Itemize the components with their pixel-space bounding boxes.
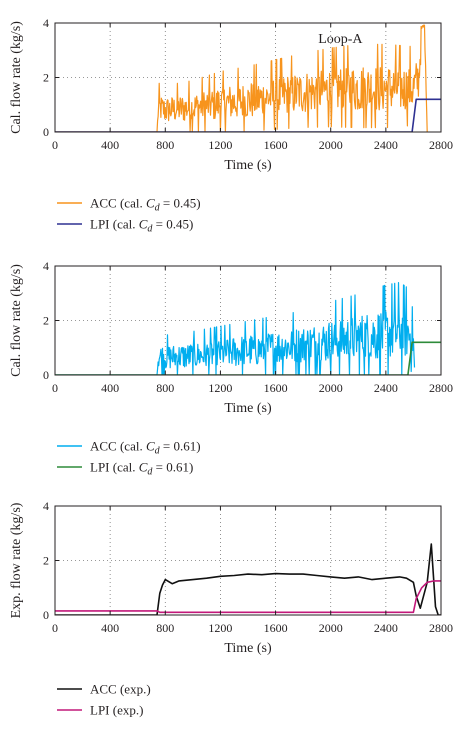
legend: ACC (exp.) LPI (exp.) (57, 682, 151, 718)
legend: ACC (cal. Cd = 0.45) LPI (cal. Cd = 0.45) (57, 196, 201, 235)
x-tick-label: 800 (156, 138, 174, 152)
x-tick-label: 400 (101, 381, 119, 395)
legend-entry: LPI (exp.) (90, 703, 143, 718)
y-tick-label: 4 (43, 259, 49, 273)
x-tick-label: 0 (52, 381, 58, 395)
x-tick-label: 1200 (208, 621, 232, 635)
x-tick-label: 1200 (208, 381, 232, 395)
x-tick-label: 1200 (208, 138, 232, 152)
y-tick-label: 2 (43, 314, 49, 328)
x-tick-label: 2400 (374, 138, 398, 152)
x-tick-label: 400 (101, 621, 119, 635)
y-tick-label: 4 (43, 16, 49, 30)
x-axis-label: Time (s) (224, 401, 272, 416)
x-tick-label: 400 (101, 138, 119, 152)
x-tick-label: 800 (156, 621, 174, 635)
y-tick-label: 2 (43, 554, 49, 568)
series-line-1 (55, 543, 441, 615)
y-tick-label: 2 (43, 71, 49, 85)
y-axis-label: Exp. flow rate (kg/s) (9, 502, 24, 618)
x-tick-label: 2800 (429, 621, 453, 635)
x-axis-label: Time (s) (224, 641, 272, 656)
series-line-1 (55, 24, 428, 132)
legend-entry: LPI (cal. Cd = 0.61) (90, 460, 193, 478)
x-tick-label: 2800 (429, 381, 453, 395)
series-line-2 (55, 580, 441, 614)
y-axis-label: Cal. flow rate (kg/s) (9, 264, 24, 377)
x-tick-label: 0 (52, 621, 58, 635)
legend-entry: ACC (cal. Cd = 0.45) (90, 196, 201, 214)
loop-annotation: Loop-A (318, 32, 363, 47)
x-tick-label: 2400 (374, 381, 398, 395)
legend-entry: ACC (cal. Cd = 0.61) (90, 439, 201, 457)
x-tick-label: 2800 (429, 138, 453, 152)
y-tick-label: 0 (43, 125, 49, 139)
chart-1: 0 400 800 1200 1600 2000 2400 2800 0 2 4 Time (s) Ca… (9, 16, 453, 235)
x-tick-label: 1600 (264, 621, 288, 635)
x-tick-label: 2400 (374, 621, 398, 635)
x-tick-label: 800 (156, 381, 174, 395)
legend-entry: ACC (exp.) (90, 682, 151, 697)
series-line-2 (55, 341, 441, 375)
x-axis-label: Time (s) (224, 158, 272, 173)
x-tick-label: 1600 (264, 138, 288, 152)
chart-3: 0 400 800 1200 1600 2000 2400 2800 0 2 4 Time (s) Ex… (9, 499, 453, 718)
series-line-2 (55, 98, 441, 132)
y-axis-label: Cal. flow rate (kg/s) (9, 21, 24, 134)
legend-entry: LPI (cal. Cd = 0.45) (90, 217, 193, 235)
legend: ACC (cal. Cd = 0.61) LPI (cal. Cd = 0.61) (57, 439, 201, 478)
y-tick-label: 4 (43, 499, 49, 513)
y-tick-label: 0 (43, 608, 49, 622)
x-tick-label: 2000 (319, 138, 343, 152)
chart-2: 0 400 800 1200 1600 2000 2400 2800 0 2 4 Time (s) Ca… (9, 259, 453, 478)
x-tick-label: 2000 (319, 621, 343, 635)
x-tick-label: 2000 (319, 381, 343, 395)
y-tick-label: 0 (43, 368, 49, 382)
x-tick-label: 0 (52, 138, 58, 152)
x-tick-label: 1600 (264, 381, 288, 395)
series-line-1 (55, 282, 416, 375)
